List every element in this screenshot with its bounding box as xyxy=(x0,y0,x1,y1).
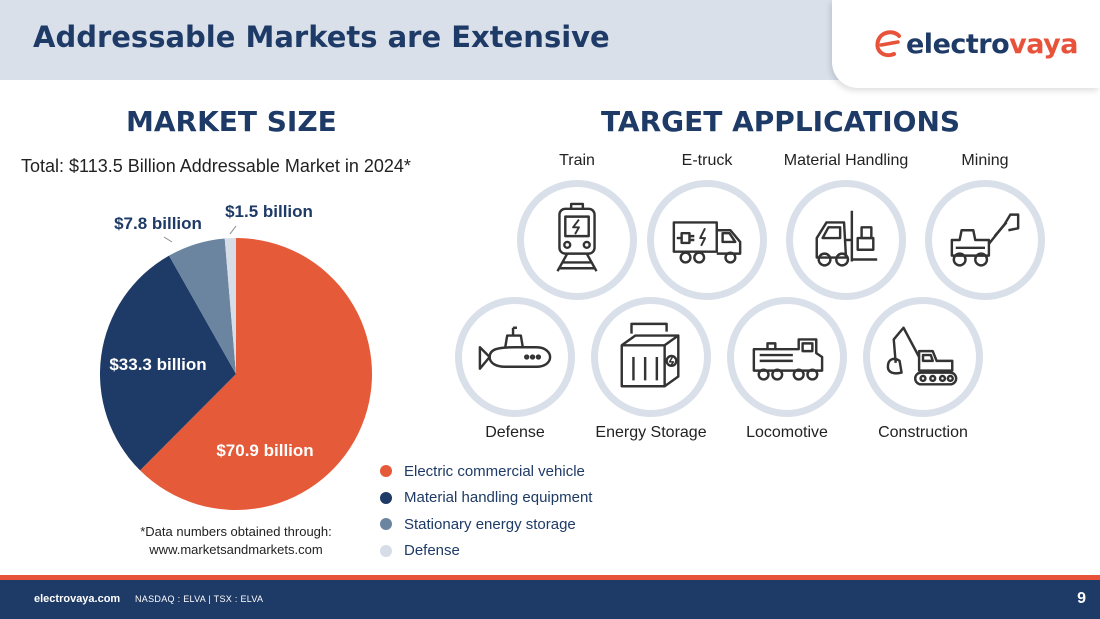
pie-legend: Electric commercial vehicle Material hand… xyxy=(380,458,592,564)
app-construction xyxy=(863,297,983,417)
pie-slice-0 xyxy=(140,238,373,511)
pie-data-label-3: $1.5 billion xyxy=(225,202,313,221)
legend-item: Material handling equipment xyxy=(380,485,592,512)
pie-data-label-2: $7.8 billion xyxy=(114,214,202,233)
legend-label: Material handling equipment xyxy=(404,489,593,507)
legend-label: Stationary energy storage xyxy=(404,515,576,533)
app-etruck xyxy=(647,180,767,300)
footer-bar: electrovaya.com NASDAQ : ELVA | TSX : EL… xyxy=(0,580,1100,619)
logo-text-vaya: vaya xyxy=(1009,28,1078,60)
page-title: Addressable Markets are Extensive xyxy=(33,20,610,54)
footer-ticker: NASDAQ : ELVA | TSX : ELVA xyxy=(135,594,264,604)
app-label-train: Train xyxy=(559,152,595,169)
page-number: 9 xyxy=(1077,590,1086,607)
pie-slice-3 xyxy=(224,238,236,374)
note-line-1: *Data numbers obtained through: xyxy=(140,524,332,539)
logo-swoosh-icon xyxy=(875,30,901,58)
logo-text-electro: electro xyxy=(906,28,1010,60)
locomotive-icon xyxy=(752,338,824,381)
train-icon xyxy=(556,202,598,272)
app-label-construction: Construction xyxy=(878,424,968,441)
legend-swatch xyxy=(380,465,392,478)
market-pie-chart: $70.9 billion $33.3 billion $7.8 billion $1… xyxy=(100,202,373,511)
pie-data-label-1: $33.3 billion xyxy=(109,355,206,374)
electric-truck-icon xyxy=(672,221,742,264)
app-material-handling xyxy=(786,180,906,300)
forklift-icon xyxy=(815,210,878,267)
legend-item: Electric commercial vehicle xyxy=(380,458,592,485)
legend-swatch xyxy=(380,491,392,504)
mining-loader-icon xyxy=(950,213,1020,267)
legend-label: Electric commercial vehicle xyxy=(404,462,585,480)
excavator-icon xyxy=(886,326,958,386)
app-mining xyxy=(925,180,1045,300)
app-locomotive xyxy=(727,297,847,417)
market-total-subtitle: Total: $113.5 Billion Addressable Market… xyxy=(21,156,411,176)
target-applications-heading: TARGET APPLICATIONS xyxy=(601,105,961,138)
legend-item: Defense xyxy=(380,538,592,565)
company-logo: electrovaya xyxy=(872,26,1078,62)
market-size-heading: MARKET SIZE xyxy=(126,105,337,138)
pie-slice-1 xyxy=(100,255,236,471)
pie-leader-line-3 xyxy=(229,225,237,235)
legend-label: Defense xyxy=(404,542,460,560)
pie-slice-2 xyxy=(169,238,236,374)
app-energy-storage xyxy=(591,297,711,417)
app-label-energy-storage: Energy Storage xyxy=(595,424,707,441)
app-label-defense: Defense xyxy=(485,424,545,441)
app-label-material-handling: Material Handling xyxy=(783,152,909,169)
app-train xyxy=(517,180,637,300)
legend-item: Stationary energy storage xyxy=(380,511,592,538)
app-defense xyxy=(455,297,575,417)
data-source-note: *Data numbers obtained through: www.mark… xyxy=(120,523,352,559)
submarine-icon xyxy=(478,326,552,370)
app-label-mining: Mining xyxy=(961,152,1009,169)
note-line-2: www.marketsandmarkets.com xyxy=(149,542,323,557)
app-label-etruck: E-truck xyxy=(681,152,733,169)
pie-leader-line-2 xyxy=(163,236,173,243)
app-label-locomotive: Locomotive xyxy=(746,424,828,441)
footer-accent-stripe xyxy=(0,575,1100,580)
legend-swatch xyxy=(380,518,392,531)
footer-website: electrovaya.com xyxy=(34,593,121,605)
legend-swatch xyxy=(380,544,392,557)
battery-storage-icon xyxy=(620,322,680,388)
pie-data-label-0: $70.9 billion xyxy=(216,441,313,460)
